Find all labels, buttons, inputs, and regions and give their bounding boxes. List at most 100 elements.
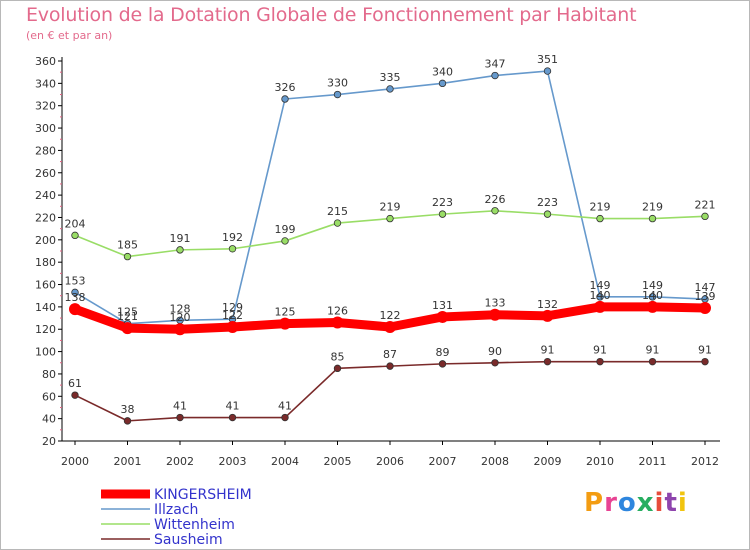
kingersheim-point	[174, 323, 186, 336]
sausheim-point	[701, 357, 709, 366]
wittenheim-point	[333, 219, 342, 227]
wittenheim-point	[281, 237, 289, 245]
illzach-point	[596, 293, 604, 301]
wittenheim-point	[701, 212, 709, 221]
logo-letter: i	[677, 488, 688, 518]
wittenheim-point	[543, 210, 552, 218]
wittenheim-data-label: 215	[327, 205, 348, 218]
kingersheim-data-label: 139	[695, 290, 716, 303]
x-tick-label: 2003	[219, 455, 247, 468]
logo-letter: o	[617, 488, 637, 518]
sausheim-point	[386, 362, 394, 370]
kingersheim-legend-label: KINGERSHEIM	[154, 487, 252, 503]
chart-title: Evolution de la Dotation Globale de Fonc…	[26, 4, 637, 26]
logo-letter: r	[604, 488, 618, 518]
y-tick-label: 100	[35, 346, 56, 359]
wittenheim-data-label: 192	[222, 231, 243, 244]
y-tick-label: 200	[35, 234, 56, 247]
wittenheim-point	[438, 210, 447, 218]
y-tick-label: 180	[35, 256, 56, 269]
wittenheim-legend-label: Wittenheim	[154, 517, 235, 533]
illzach-data-label: 129	[222, 301, 243, 314]
sausheim-point	[438, 360, 447, 368]
chart-subtitle: (en € et par an)	[26, 29, 113, 42]
wittenheim-point	[386, 214, 394, 223]
sausheim-point	[176, 413, 184, 422]
illzach-point	[386, 85, 394, 93]
sausheim-data-label: 91	[593, 344, 607, 357]
sausheim-line	[74, 360, 706, 422]
illzach-point	[543, 67, 552, 75]
y-tick-label: 280	[35, 144, 56, 157]
illzach-data-label: 153	[65, 274, 86, 287]
kingersheim-point	[384, 321, 396, 333]
sausheim-point	[228, 413, 237, 422]
sausheim-data-label: 91	[541, 344, 555, 357]
kingersheim-point	[594, 300, 606, 313]
kingersheim-data-label: 122	[380, 309, 401, 322]
logo-letter: i	[654, 488, 665, 518]
wittenheim-data-label: 204	[65, 217, 86, 230]
wittenheim-point	[123, 252, 132, 261]
sausheim-data-label: 87	[383, 348, 397, 361]
sausheim-data-label: 61	[68, 377, 82, 390]
wittenheim-data-label: 191	[170, 232, 191, 245]
kingersheim-data-label: 122	[222, 309, 243, 322]
proxiti-logo: Proxiti	[584, 488, 688, 518]
sausheim-data-label: 38	[121, 403, 135, 416]
kingersheim-point	[69, 303, 81, 316]
illzach-point	[71, 288, 79, 297]
illzach-data-label: 147	[695, 281, 716, 294]
illzach-data-label: 128	[170, 302, 191, 315]
sausheim-data-label: 41	[278, 400, 292, 413]
illzach-point	[333, 90, 342, 99]
logo-letter: x	[636, 488, 655, 518]
wittenheim-data-label: 219	[380, 201, 401, 214]
illzach-data-label: 149	[590, 279, 611, 292]
y-tick-label: 80	[42, 368, 56, 381]
wittenheim-data-label: 219	[642, 201, 663, 214]
y-tick-label: 360	[35, 55, 56, 68]
illzach-point	[648, 293, 657, 301]
sausheim-data-label: 91	[698, 344, 712, 357]
wittenheim-data-label: 223	[432, 196, 453, 209]
kingersheim-data-label: 140	[590, 289, 611, 302]
wittenheim-data-label: 223	[537, 196, 558, 209]
sausheim-point	[123, 417, 132, 425]
y-tick-label: 340	[35, 77, 56, 90]
wittenheim-point	[228, 245, 237, 253]
y-tick-label: 40	[42, 413, 56, 426]
x-tick-label: 2008	[481, 455, 509, 468]
logo-letter: t	[664, 488, 678, 518]
kingersheim-point	[279, 317, 291, 330]
x-tick-label: 2004	[271, 455, 299, 468]
sausheim-data-label: 91	[646, 344, 660, 357]
sausheim-point	[543, 357, 552, 366]
kingersheim-point	[331, 316, 344, 329]
kingersheim-data-label: 140	[642, 289, 663, 302]
wittenheim-data-label: 185	[117, 239, 138, 252]
illzach-data-label: 125	[117, 306, 138, 319]
kingersheim-data-label: 138	[65, 291, 86, 304]
kingersheim-point	[489, 308, 501, 321]
sausheim-point	[596, 357, 604, 366]
illzach-legend-label: Illzach	[154, 502, 198, 518]
illzach-data-label: 351	[537, 53, 558, 66]
illzach-data-label: 326	[275, 81, 296, 94]
wittenheim-point	[491, 207, 499, 215]
illzach-line	[74, 70, 706, 325]
sausheim-point	[333, 364, 342, 373]
y-tick-label: 220	[35, 211, 56, 224]
sausheim-data-label: 89	[436, 346, 450, 359]
y-tick-label: 60	[42, 390, 56, 403]
x-tick-label: 2005	[324, 455, 352, 468]
y-tick-label: 160	[35, 279, 56, 292]
kingersheim-data-label: 126	[327, 305, 348, 318]
kingersheim-data-label: 131	[432, 299, 453, 312]
kingersheim-point	[699, 302, 711, 314]
wittenheim-data-label: 199	[275, 223, 296, 236]
kingersheim-data-label: 120	[170, 311, 191, 324]
